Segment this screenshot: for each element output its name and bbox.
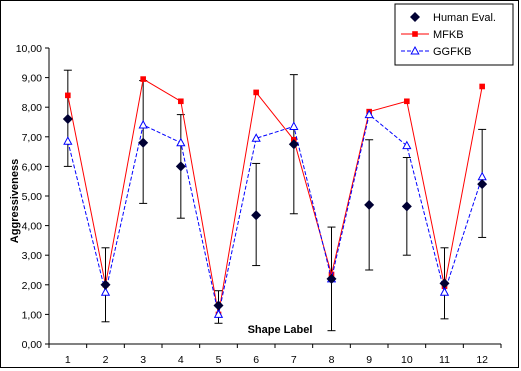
data-point (477, 179, 488, 190)
y-axis-title: Aggressiveness (9, 159, 21, 243)
series-ggfkb (63, 109, 487, 318)
data-point (176, 137, 186, 147)
data-point (364, 199, 375, 210)
data-point (253, 89, 259, 96)
data-point (100, 279, 111, 290)
data-point (213, 309, 224, 318)
x-axis-title: Shape Label (248, 324, 313, 336)
legend-label: MFKB (433, 29, 464, 41)
y-tick-label: 9,00 (22, 73, 43, 85)
y-tick-label: 4,00 (22, 221, 43, 233)
data-point (404, 98, 410, 105)
data-point (477, 171, 487, 181)
y-tick-label: 8,00 (22, 102, 43, 114)
data-point (65, 92, 71, 99)
data-point (479, 83, 485, 90)
y-tick-label: 7,00 (22, 132, 43, 144)
x-tick-label: 5 (216, 354, 222, 366)
legend-label: GGFKB (433, 46, 472, 58)
series-mfkb (65, 76, 485, 318)
axes (48, 48, 501, 345)
data-point (175, 161, 186, 172)
data-point (439, 278, 450, 289)
y-tick-label: 10,00 (16, 43, 42, 55)
data-point (138, 119, 148, 129)
data-point (326, 273, 337, 284)
data-point (140, 76, 146, 82)
series (62, 76, 488, 318)
data-point (178, 98, 184, 105)
y-tick-label: 1,00 (22, 309, 43, 321)
data-point (63, 136, 73, 145)
x-axis-ticks: 1 2 3 4 5 6 7 8 9 10 11 12 (48, 344, 502, 366)
x-tick-label: 7 (291, 354, 297, 366)
data-point (288, 139, 299, 150)
x-tick-label: 4 (178, 354, 184, 366)
data-point (251, 210, 262, 221)
data-point (439, 287, 450, 296)
y-tick-label: 3,00 (22, 250, 43, 262)
series-human-eval (62, 114, 488, 311)
y-axis-ticks: 0,00 1,00 2,00 3,00 4,00 5,00 6,00 7,00 8,00 9,00… (16, 43, 49, 351)
x-tick-label: 3 (140, 354, 146, 366)
y-tick-label: 0,00 (22, 339, 43, 351)
x-tick-label: 10 (401, 354, 413, 366)
x-tick-label: 12 (476, 354, 488, 366)
y-tick-label: 6,00 (22, 161, 43, 173)
data-point (251, 133, 261, 142)
data-point (100, 287, 111, 296)
x-tick-label: 2 (103, 354, 109, 366)
error-bars (63, 69, 487, 332)
series-line (67, 113, 483, 315)
legend: Human Eval. MFKB GGFKB (394, 3, 514, 66)
data-point (364, 109, 374, 119)
y-tick-label: 2,00 (22, 280, 43, 292)
y-tick-label: 5,00 (22, 191, 43, 203)
x-tick-label: 1 (65, 354, 71, 366)
legend-label: Human Eval. (433, 12, 496, 24)
series-line (67, 78, 483, 315)
data-point (289, 121, 299, 130)
x-tick-label: 6 (253, 354, 259, 366)
x-tick-label: 9 (366, 354, 372, 366)
legend-marker (412, 31, 418, 37)
data-point (62, 114, 73, 125)
legend-marker (410, 12, 420, 22)
data-point (401, 201, 412, 212)
data-point (138, 137, 149, 148)
x-tick-label: 11 (439, 354, 450, 366)
data-point (402, 140, 412, 150)
x-tick-label: 8 (329, 354, 335, 366)
legend-marker (410, 45, 420, 55)
data-point (213, 300, 224, 311)
